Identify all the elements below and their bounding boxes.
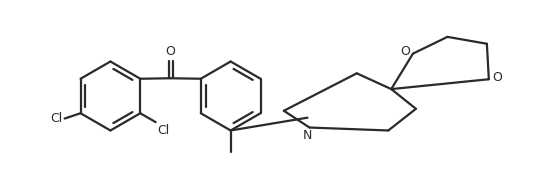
Text: Cl: Cl — [158, 124, 170, 137]
Text: O: O — [492, 71, 502, 84]
Text: Cl: Cl — [51, 112, 63, 125]
Text: N: N — [303, 129, 312, 142]
Text: O: O — [166, 45, 176, 57]
Text: O: O — [400, 45, 410, 58]
